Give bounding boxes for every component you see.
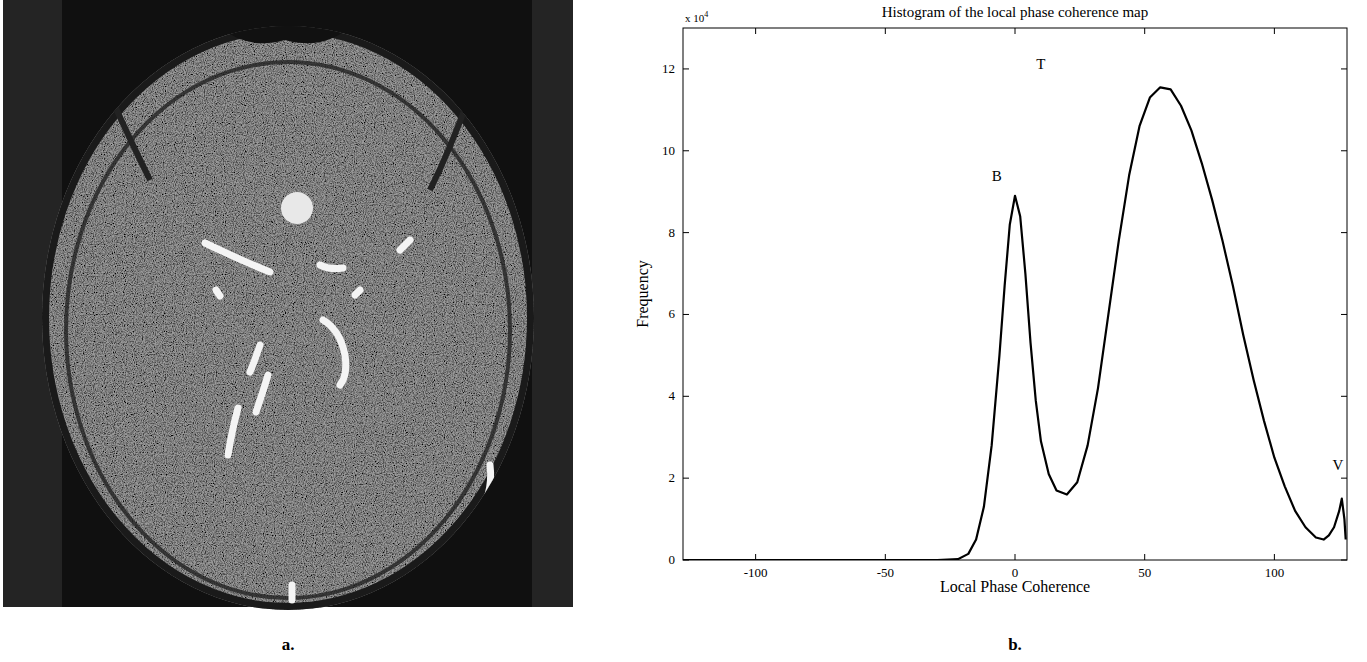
vessel bbox=[355, 290, 360, 295]
y-tick bbox=[683, 478, 689, 479]
vessel bbox=[228, 408, 238, 455]
y-multiplier: x 104 bbox=[685, 10, 708, 24]
y-tick bbox=[683, 314, 689, 315]
y-tick-label: 2 bbox=[669, 470, 676, 485]
vessel bbox=[256, 375, 268, 412]
plot-frame bbox=[683, 28, 1347, 560]
y-tick bbox=[683, 68, 689, 69]
vessel bbox=[488, 465, 491, 495]
y-tick-right bbox=[1341, 396, 1347, 397]
head-details bbox=[44, 0, 532, 608]
y-tick-label: 8 bbox=[669, 225, 676, 240]
panel-label: a. bbox=[282, 635, 295, 654]
x-tick-label: 100 bbox=[1265, 565, 1285, 580]
skull-outline bbox=[44, 28, 532, 608]
x-tick-top bbox=[1144, 28, 1145, 34]
y-tick-right bbox=[1341, 560, 1347, 561]
vessel bbox=[216, 290, 220, 296]
inner-outline bbox=[66, 62, 510, 598]
y-tick-right bbox=[1341, 150, 1347, 151]
y-tick-right bbox=[1341, 68, 1347, 69]
x-tick bbox=[1144, 554, 1145, 560]
x-tick-label: 50 bbox=[1138, 565, 1151, 580]
y-tick-label: 10 bbox=[662, 143, 675, 158]
x-tick-label: -50 bbox=[877, 565, 894, 580]
y-tick-label: 4 bbox=[669, 388, 676, 403]
y-tick bbox=[683, 396, 689, 397]
peak-label: B bbox=[992, 168, 1002, 184]
y-tick-label: 0 bbox=[669, 552, 676, 567]
frontal-dark bbox=[200, 0, 370, 43]
x-tick bbox=[1015, 554, 1016, 560]
figure: Histogram of the local phase coherence m… bbox=[0, 0, 1367, 662]
x-tick-top bbox=[885, 28, 886, 34]
x-axis-title: Local Phase Coherence bbox=[940, 578, 1090, 595]
bright-spot bbox=[281, 192, 313, 224]
histogram-chart: Histogram of the local phase coherence m… bbox=[634, 4, 1347, 595]
head bbox=[42, 26, 534, 610]
peak-label: T bbox=[1036, 56, 1045, 72]
x-tick-top bbox=[1274, 28, 1275, 34]
y-tick bbox=[683, 150, 689, 151]
x-tick-top bbox=[1015, 28, 1016, 34]
mri-image bbox=[3, 0, 573, 610]
panel-label: b. bbox=[1008, 635, 1022, 654]
peak-label: V bbox=[1333, 457, 1344, 473]
vessel bbox=[250, 345, 260, 372]
histogram-curve bbox=[683, 87, 1346, 560]
y-tick-label: 6 bbox=[669, 306, 676, 321]
vessel bbox=[400, 240, 410, 250]
vessel bbox=[205, 243, 270, 272]
x-tick-top bbox=[755, 28, 756, 34]
x-tick bbox=[1274, 554, 1275, 560]
vessel bbox=[289, 585, 296, 600]
vessel bbox=[323, 320, 346, 385]
y-multiplier-exponent: 4 bbox=[704, 10, 708, 19]
y-tick-right bbox=[1341, 478, 1347, 479]
y-axis-title: Frequency bbox=[634, 260, 652, 328]
y-multiplier-base: x 10 bbox=[685, 12, 705, 24]
y-tick-right bbox=[1341, 232, 1347, 233]
orbit-dark bbox=[110, 95, 470, 190]
plot-area bbox=[683, 87, 1346, 560]
y-tick-label: 12 bbox=[662, 61, 675, 76]
y-tick bbox=[683, 232, 689, 233]
x-tick-label: -100 bbox=[744, 565, 768, 580]
y-tick-right bbox=[1341, 314, 1347, 315]
vessel bbox=[320, 265, 343, 269]
chart-title: Histogram of the local phase coherence m… bbox=[882, 4, 1149, 20]
